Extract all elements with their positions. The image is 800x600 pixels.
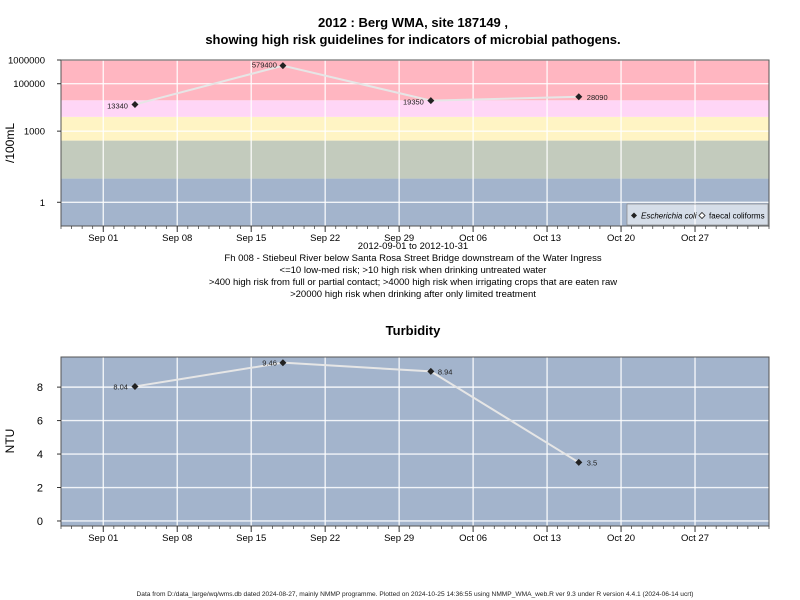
ecoli-line xyxy=(134,64,579,106)
turbidity-gridlines xyxy=(61,357,769,526)
legend: Escherichia coli faecal coliforms xyxy=(626,203,769,226)
top-y-tick-label: 1 xyxy=(40,198,45,209)
risk-bands xyxy=(61,60,769,226)
bot-x-tick-label: Sep 08 xyxy=(162,533,192,544)
top-x-tick-label: Sep 22 xyxy=(310,233,340,244)
turbidity-data-label: 8.94 xyxy=(438,367,453,376)
top-chart-title-line2: showing high risk guidelines for indicat… xyxy=(205,32,620,47)
turbidity-point xyxy=(427,367,435,375)
bot-x-tick-label: Sep 29 xyxy=(384,533,414,544)
guideline-line-3: >20000 high risk when drinking after onl… xyxy=(290,289,536,300)
turbidity-y-axis-label: NTU xyxy=(3,429,17,454)
ecoli-point xyxy=(279,62,287,70)
ecoli-data-label: 28090 xyxy=(587,93,608,102)
top-y-axis-label: /100mL xyxy=(3,123,17,163)
site-description: Fh 008 - Stiebeul River below Santa Rosa… xyxy=(224,253,601,264)
legend-faecal-label: faecal coliforms xyxy=(709,212,765,221)
top-plot-frame xyxy=(60,59,770,227)
turbidity-point xyxy=(575,458,583,466)
bot-y-tick-label: 6 xyxy=(37,416,43,428)
date-range-caption: 2012-09-01 to 2012-10-31 xyxy=(358,241,468,252)
bot-x-tick-label: Oct 20 xyxy=(607,533,635,544)
turbidity-title: Turbidity xyxy=(386,323,441,338)
top-y-tick-label: 1000 xyxy=(24,127,45,138)
top-y-tick-label: 100000 xyxy=(13,79,45,90)
risk-band-1 xyxy=(61,140,769,179)
legend-ecoli-label: Escherichia coli xyxy=(641,212,697,221)
risk-band-3 xyxy=(61,100,769,117)
ecoli-point xyxy=(575,93,583,101)
ecoli-data-label: 579400 xyxy=(252,61,277,70)
ecoli-point xyxy=(427,97,435,105)
turbidity-data-label: 9.46 xyxy=(262,359,277,368)
turbidity-line xyxy=(134,361,580,464)
ecoli-point xyxy=(131,100,139,108)
risk-band-2 xyxy=(61,116,769,141)
legend-faecal-marker xyxy=(698,211,706,220)
risk-band-4 xyxy=(61,60,769,101)
top-x-tick-label: Oct 13 xyxy=(533,233,561,244)
top-x-tick-label: Sep 29 xyxy=(384,233,414,244)
ecoli-data-label: 13340 xyxy=(107,101,128,110)
legend-ecoli-marker xyxy=(631,212,637,219)
bot-x-tick-label: Oct 13 xyxy=(533,533,561,544)
legend-box xyxy=(626,203,769,226)
bot-y-tick-label: 0 xyxy=(37,516,43,528)
top-y-axis: 1000000 100000 1000 1 xyxy=(8,56,61,209)
turbidity-x-axis: Sep 01 Sep 08 Sep 15 Sep 22 Sep 29 Oct 06 Oct … xyxy=(60,526,770,544)
turbidity-plot-frame xyxy=(60,356,770,527)
turbidity-plot-background xyxy=(61,357,769,526)
guideline-line-2: >400 high risk from full or partial cont… xyxy=(209,277,617,288)
bot-y-tick-label: 8 xyxy=(37,382,43,394)
turbidity-point xyxy=(279,359,287,367)
top-x-tick-label: Sep 08 xyxy=(162,233,192,244)
top-x-tick-label: Sep 01 xyxy=(88,233,118,244)
turbidity-data-label: 8.04 xyxy=(113,382,128,391)
turbidity-point xyxy=(131,382,139,390)
bot-y-tick-label: 2 xyxy=(37,483,43,495)
bot-x-tick-label: Sep 01 xyxy=(88,533,118,544)
bot-y-tick-label: 4 xyxy=(37,449,43,461)
top-x-tick-label: Sep 15 xyxy=(236,233,266,244)
footer-note: Data from D:/data_large/wq/wms.db dated … xyxy=(137,591,694,598)
turbidity-y-axis: 0 2 4 6 8 xyxy=(37,382,61,528)
bot-x-tick-label: Sep 15 xyxy=(236,533,266,544)
top-x-tick-label: Oct 27 xyxy=(681,233,709,244)
ecoli-data-label: 19350 xyxy=(403,98,424,107)
top-x-axis: Sep 01 Sep 08 Sep 15 Sep 22 Sep 29 Oct 06 Oct … xyxy=(60,226,770,244)
top-x-tick-label: Oct 06 xyxy=(459,233,487,244)
bot-x-tick-label: Oct 27 xyxy=(681,533,709,544)
turbidity-data-label: 3.5 xyxy=(587,458,597,467)
turbidity-series: 8.04 9.46 8.94 3.5 xyxy=(113,359,597,468)
top-chart-title-line1: 2012 : Berg WMA, site 187149 , xyxy=(318,15,508,30)
top-y-tick-label: 1000000 xyxy=(8,56,45,67)
guideline-line-1: <=10 low-med risk; >10 high risk when dr… xyxy=(280,265,547,276)
bot-x-tick-label: Oct 06 xyxy=(459,533,487,544)
ecoli-series: 13340 579400 19350 28090 xyxy=(107,61,608,111)
top-x-tick-label: Oct 20 xyxy=(607,233,635,244)
bot-x-tick-label: Sep 22 xyxy=(310,533,340,544)
